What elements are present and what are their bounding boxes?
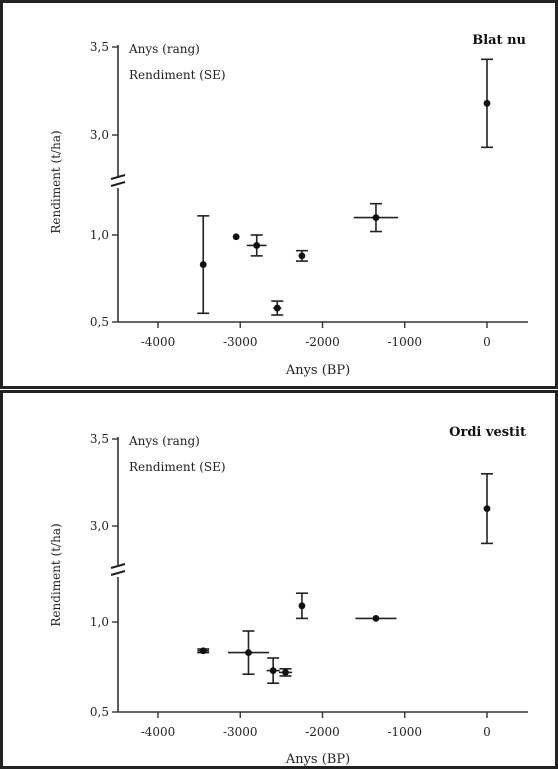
data-point-group: [481, 58, 493, 149]
panel-ordi-vestit: Ordi vestit Anys (rang) Rendiment (SE) A…: [0, 390, 558, 769]
data-marks: [197, 472, 493, 685]
data-point-group: [266, 657, 280, 685]
data-point: [483, 99, 491, 107]
panel-frame: [0, 0, 558, 389]
data-point: [372, 615, 380, 622]
axis-break-mark: [110, 174, 126, 187]
data-point-group: [295, 592, 308, 620]
data-marks: [197, 58, 493, 316]
x-tick-label: -1000: [387, 725, 422, 739]
data-point: [298, 602, 306, 610]
legend-entry-range: Anys (rang): [128, 42, 200, 56]
y-axis-label: Rendiment (t/ha): [49, 523, 63, 626]
data-point-group: [295, 249, 308, 262]
data-point-group: [355, 615, 397, 622]
data-point: [273, 304, 281, 312]
legend-entry-se: Rendiment (SE): [129, 68, 226, 82]
legend-entry-se: Rendiment (SE): [129, 460, 226, 474]
y-tick-label: 3,5: [90, 40, 109, 54]
data-point-group: [353, 202, 399, 233]
data-point-group: [481, 472, 493, 545]
ticks: -4000 -3000 -2000 -1000 0 0,5 1,0 3,0 3,5: [90, 40, 491, 349]
y-tick-label: 0,5: [90, 705, 109, 719]
x-tick-label: 0: [483, 335, 491, 349]
x-tick-label: -4000: [141, 725, 176, 739]
data-point-group: [227, 630, 270, 676]
data-point: [253, 242, 261, 249]
y-axis-label: Rendiment (t/ha): [49, 130, 63, 233]
chart-title: Blat nu: [472, 33, 526, 48]
y-tick-label: 1,0: [90, 228, 109, 242]
chart-title: Ordi vestit: [449, 425, 526, 440]
y-tick-label: 3,0: [90, 519, 109, 533]
data-point-group: [278, 667, 293, 677]
data-point-group: [197, 215, 210, 315]
data-point-group: [197, 647, 210, 655]
data-point: [199, 647, 207, 655]
ticks: -4000 -3000 -2000 -1000 0 0,5 1,0 3,0 3,5: [90, 432, 491, 739]
axis-break-mark: [110, 563, 126, 576]
y-tick-label: 1,0: [90, 615, 109, 629]
data-point-group: [246, 234, 267, 257]
x-axis-label: Anys (BP): [285, 752, 350, 767]
panel-frame: [0, 390, 558, 769]
x-tick-label: -3000: [223, 335, 258, 349]
x-tick-label: -2000: [305, 725, 340, 739]
y-tick-label: 0,5: [90, 315, 109, 329]
data-point: [372, 214, 380, 222]
data-point: [232, 233, 240, 241]
x-tick-label: -1000: [387, 335, 422, 349]
x-tick-label: -4000: [141, 335, 176, 349]
data-point: [298, 252, 306, 260]
data-point: [282, 669, 289, 676]
panel-blat-nu: Blat nu Anys (rang) Rendiment (SE) Anys …: [0, 0, 558, 389]
x-axis-label: Anys (BP): [285, 363, 350, 378]
data-point-group: [271, 300, 284, 316]
data-point: [269, 667, 277, 674]
y-tick-label: 3,5: [90, 432, 109, 446]
data-point-group: [232, 233, 240, 241]
data-point: [483, 505, 491, 512]
data-point: [245, 649, 252, 656]
data-point: [199, 261, 207, 268]
x-tick-label: -3000: [223, 725, 258, 739]
x-tick-label: 0: [483, 725, 491, 739]
y-tick-label: 3,0: [90, 128, 109, 142]
legend-entry-range: Anys (rang): [128, 434, 200, 448]
x-tick-label: -2000: [305, 335, 340, 349]
